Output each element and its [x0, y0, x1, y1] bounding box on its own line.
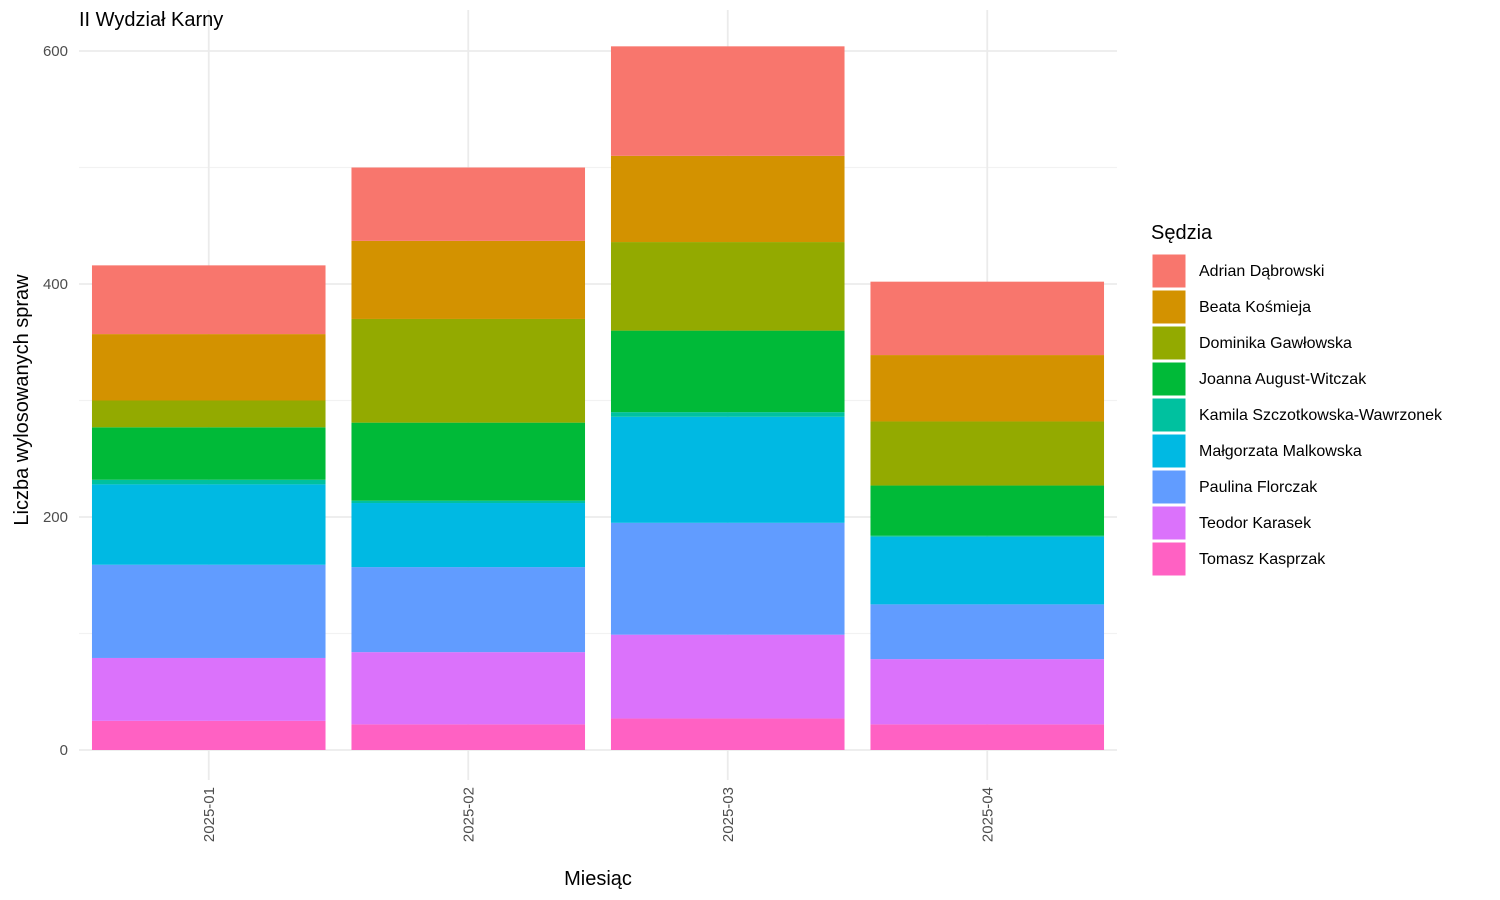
y-tick-label: 200 [43, 509, 68, 526]
bar-segment [870, 724, 1105, 750]
bar-segment [351, 652, 586, 725]
legend-label: Adrian Dąbrowski [1199, 263, 1324, 280]
legend-key [1151, 541, 1187, 577]
y-axis-title: Liczba wylosowanych spraw [11, 274, 33, 526]
legend-label: Paulina Florczak [1199, 479, 1318, 496]
bar-segment [91, 479, 326, 485]
bar-segment [610, 718, 845, 750]
bar-segment [870, 485, 1105, 536]
bar-segment [870, 355, 1105, 422]
bar-segment [610, 412, 845, 417]
legend-title: Sędzia [1151, 222, 1213, 244]
axis-layer: 0 200 400 600 2025-01 2025-02 2025-03 2025-04 [43, 43, 996, 842]
legend-label: Kamila Szczotkowska-Wawrzonek [1199, 407, 1443, 424]
y-tick-label: 600 [43, 43, 68, 60]
legend-label: Beata Kośmieja [1199, 299, 1311, 316]
bar-segment [610, 522, 845, 635]
bar-segment [610, 634, 845, 719]
bar-segment [610, 155, 845, 243]
y-tick-label: 400 [43, 276, 68, 293]
y-tick-label: 0 [60, 742, 68, 759]
bar-segment [351, 724, 586, 750]
chart-title: II Wydział Karny [79, 9, 223, 31]
x-tick-label: 2025-03 [720, 787, 737, 842]
bar-segment [610, 330, 845, 413]
bar-segment [91, 427, 326, 480]
bar-segment [870, 421, 1105, 486]
bar-segment [91, 484, 326, 565]
bar-segment [91, 564, 326, 658]
bar-segment [610, 242, 845, 331]
legend-key [1151, 253, 1187, 289]
bar-segment [351, 167, 586, 241]
legend-key [1151, 397, 1187, 433]
bar-segment [610, 46, 845, 156]
legend-label: Teodor Karasek [1199, 515, 1312, 532]
bar-segment [870, 659, 1105, 725]
bar-segment [91, 720, 326, 750]
legend: Sędzia Adrian Dąbrowski Beata Kośmieja Dom… [1151, 222, 1443, 577]
bar-segment [351, 422, 586, 501]
bar-segment [351, 500, 586, 504]
legend-label: Dominika Gawłowska [1199, 335, 1352, 352]
bar-segment [91, 400, 326, 428]
legend-key [1151, 433, 1187, 469]
bar-segment [91, 334, 326, 401]
x-tick-label: 2025-01 [201, 787, 218, 842]
legend-label: Joanna August-Witczak [1199, 371, 1367, 388]
bar-segment [610, 416, 845, 523]
bar-segment [351, 318, 586, 423]
legend-key [1151, 289, 1187, 325]
legend-key [1151, 505, 1187, 541]
legend-key [1151, 325, 1187, 361]
x-tick-label: 2025-02 [460, 787, 477, 842]
legend-label: Małgorzata Malkowska [1199, 443, 1362, 460]
bar-segment [351, 240, 586, 319]
bar-segment [870, 281, 1105, 356]
bars-layer [91, 46, 1105, 750]
legend-key [1151, 361, 1187, 397]
bar-segment [351, 567, 586, 653]
bar-segment [351, 503, 586, 568]
bar-segment [91, 657, 326, 721]
x-tick-label: 2025-04 [979, 787, 996, 842]
bar-segment [91, 265, 326, 335]
bar-segment [870, 604, 1105, 660]
x-axis-title: Miesiąc [564, 868, 632, 890]
legend-key [1151, 469, 1187, 505]
legend-label: Tomasz Kasprzak [1199, 551, 1326, 568]
bar-segment [870, 536, 1105, 605]
bar-segment [870, 535, 1105, 537]
